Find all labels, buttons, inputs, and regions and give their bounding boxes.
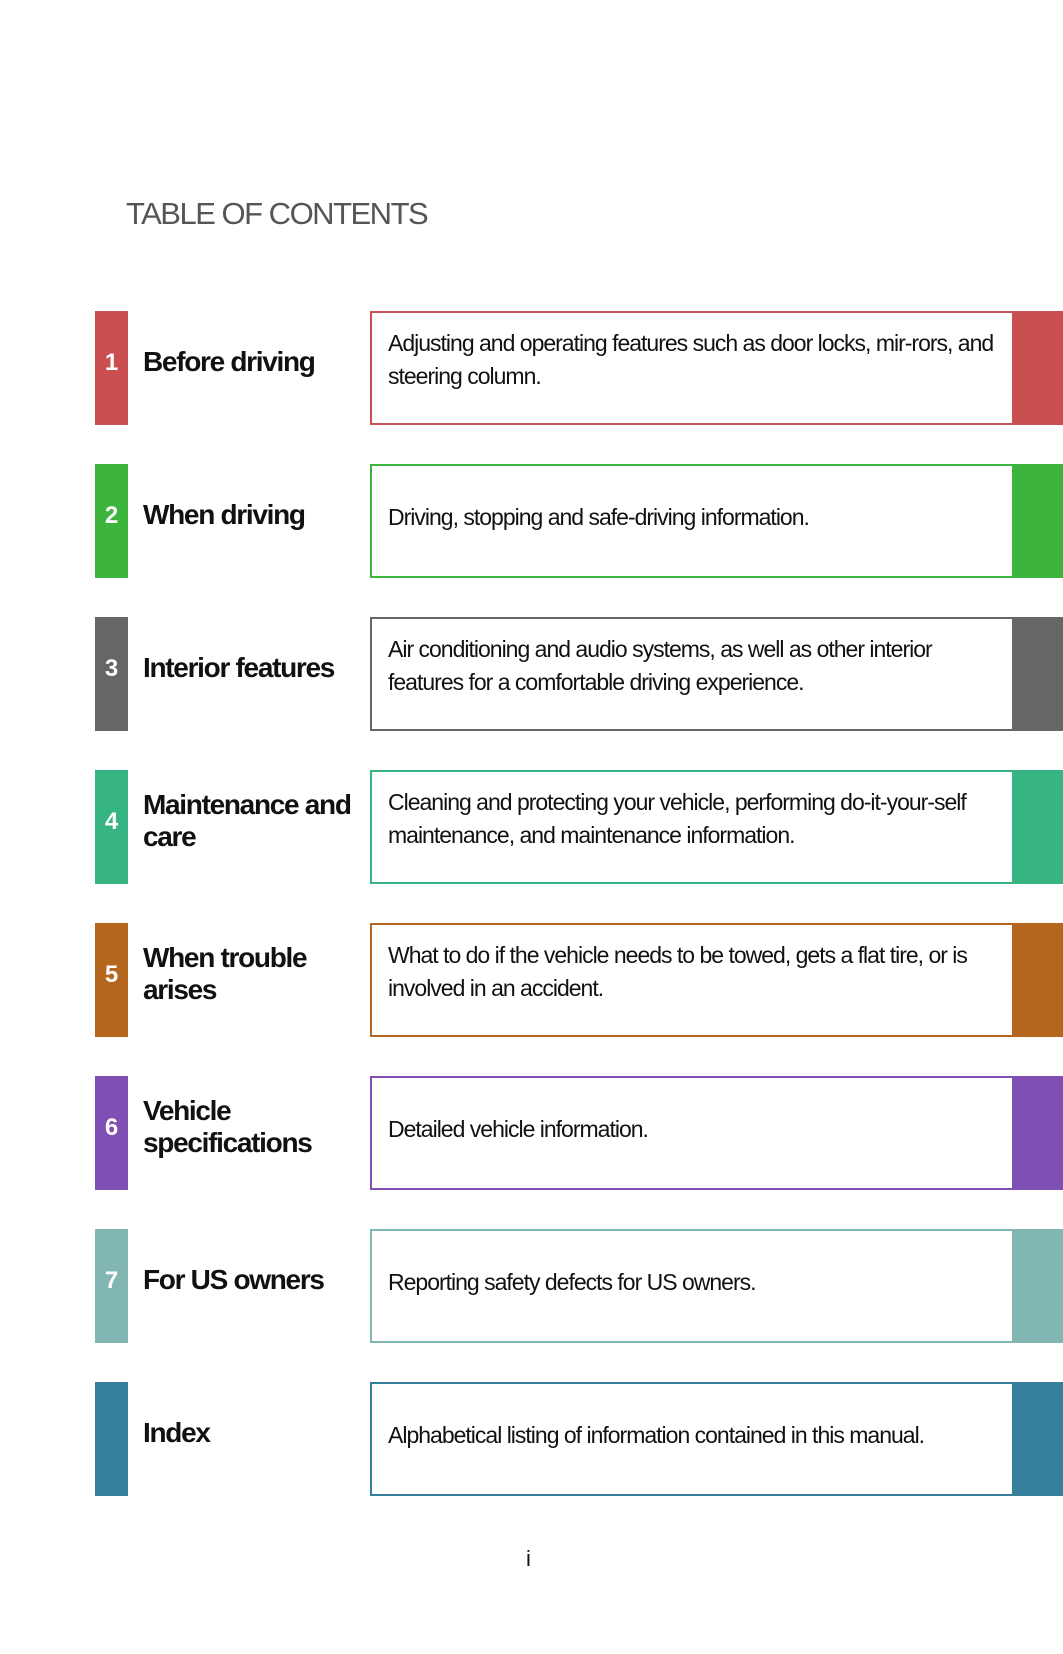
toc-entry[interactable]: 2 When driving Driving, stopping and saf… <box>0 464 1063 578</box>
toc-entry[interactable]: 5 When trouble arises What to do if the … <box>0 923 1063 1037</box>
section-description-box: Reporting safety defects for US owners. <box>370 1229 1014 1343</box>
section-title[interactable]: Vehicle specifications <box>143 1070 353 1184</box>
edge-thumb-tab <box>1012 464 1063 578</box>
section-description: Alphabetical listing of information cont… <box>388 1421 925 1448</box>
section-description-box: What to do if the vehicle needs to be to… <box>370 923 1014 1037</box>
section-title[interactable]: For US owners <box>143 1223 353 1337</box>
section-title[interactable]: When driving <box>143 458 353 572</box>
section-color-tab: 2 <box>95 464 128 578</box>
edge-thumb-tab <box>1012 311 1063 425</box>
toc-entry[interactable]: Index Alphabetical listing of informatio… <box>0 1382 1063 1496</box>
edge-thumb-tab <box>1012 1382 1063 1496</box>
section-title-text: When trouble arises <box>143 942 308 1005</box>
section-description-box: Cleaning and protecting your vehicle, pe… <box>370 770 1014 884</box>
section-title-text: When driving <box>143 499 306 530</box>
section-description: Adjusting and operating features such as… <box>388 330 994 389</box>
section-title[interactable]: When trouble arises <box>143 917 353 1031</box>
section-description: Driving, stopping and safe-driving infor… <box>388 503 810 530</box>
edge-thumb-tab <box>1012 1076 1063 1190</box>
edge-thumb-tab <box>1012 770 1063 884</box>
section-color-tab <box>95 1382 128 1496</box>
section-number: 7 <box>104 1267 119 1294</box>
toc-entry[interactable]: 7 For US owners Reporting safety defects… <box>0 1229 1063 1343</box>
section-title[interactable]: Index <box>143 1376 353 1490</box>
section-description: Cleaning and protecting your vehicle, pe… <box>388 789 967 848</box>
section-description: Air conditioning and audio systems, as w… <box>388 636 933 695</box>
section-description: Detailed vehicle information. <box>388 1115 649 1142</box>
toc-entry[interactable]: 3 Interior features Air conditioning and… <box>0 617 1063 731</box>
section-number: 2 <box>104 502 119 529</box>
section-color-tab: 3 <box>95 617 128 731</box>
section-description: Reporting safety defects for US owners. <box>388 1268 757 1295</box>
section-number: 5 <box>104 961 119 988</box>
section-description-box: Alphabetical listing of information cont… <box>370 1382 1014 1496</box>
section-title-text: Maintenance and care <box>143 789 352 852</box>
section-description-box: Air conditioning and audio systems, as w… <box>370 617 1014 731</box>
page-title: TABLE OF CONTENTS <box>126 196 429 231</box>
edge-thumb-tab <box>1012 617 1063 731</box>
section-title-text: Index <box>143 1417 211 1448</box>
section-color-tab: 1 <box>95 311 128 425</box>
page-number: i <box>526 1546 531 1571</box>
section-color-tab: 4 <box>95 770 128 884</box>
toc-entry[interactable]: 1 Before driving Adjusting and operating… <box>0 311 1063 425</box>
section-description: What to do if the vehicle needs to be to… <box>388 942 968 1001</box>
section-color-tab: 7 <box>95 1229 128 1343</box>
section-number: 1 <box>104 349 119 376</box>
section-title[interactable]: Before driving <box>143 305 353 419</box>
toc-entry[interactable]: 6 Vehicle specifications Detailed vehicl… <box>0 1076 1063 1190</box>
section-description-box: Detailed vehicle information. <box>370 1076 1014 1190</box>
section-title-text: For US owners <box>143 1264 325 1295</box>
edge-thumb-tab <box>1012 923 1063 1037</box>
section-title-text: Before driving <box>143 346 316 377</box>
section-title[interactable]: Interior features <box>143 611 353 725</box>
section-number: 3 <box>104 655 119 682</box>
toc-entry[interactable]: 4 Maintenance and care Cleaning and prot… <box>0 770 1063 884</box>
section-description-box: Adjusting and operating features such as… <box>370 311 1014 425</box>
section-number: 6 <box>104 1114 119 1141</box>
section-title[interactable]: Maintenance and care <box>143 764 353 878</box>
section-description-box: Driving, stopping and safe-driving infor… <box>370 464 1014 578</box>
section-color-tab: 5 <box>95 923 128 1037</box>
section-title-text: Vehicle specifications <box>143 1095 313 1158</box>
section-color-tab: 6 <box>95 1076 128 1190</box>
section-number: 4 <box>104 808 119 835</box>
edge-thumb-tab <box>1012 1229 1063 1343</box>
section-title-text: Interior features <box>143 652 335 683</box>
